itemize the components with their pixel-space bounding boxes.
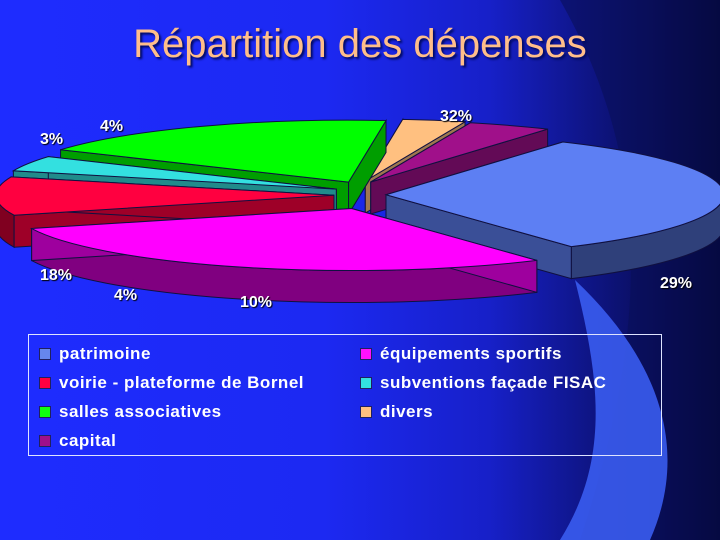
legend-item-equipements-sportifs: équipements sportifs [360, 343, 562, 365]
legend-label: patrimoine [59, 344, 151, 363]
legend-item-subventions: subventions façade FISAC [360, 372, 606, 394]
pct-label-subventions: 4% [114, 287, 138, 304]
pct-label-voirie: 10% [240, 294, 273, 311]
pie-slice-top [0, 176, 335, 216]
legend-swatch-voirie [39, 377, 51, 389]
pct-label-patrimoine: 32% [440, 108, 473, 125]
pct-label-salles-associatives: 18% [40, 267, 73, 284]
pie-slice-top [60, 119, 387, 183]
legend-item-salles-associatives: salles associatives [39, 401, 222, 423]
legend-label: salles associatives [59, 402, 222, 421]
pie-slice-equipements-sportifs [29, 207, 538, 304]
pie-slice-top [11, 156, 337, 190]
legend-item-capital: capital [39, 430, 116, 452]
legend-label: divers [380, 402, 434, 421]
pie-slice-top [370, 122, 548, 183]
legend-swatch-divers [360, 406, 372, 418]
pct-label-capital: 4% [100, 118, 124, 135]
legend-label: subventions façade FISAC [380, 373, 607, 392]
pct-label-equipements-sportifs: 29% [660, 275, 693, 292]
legend-swatch-capital [39, 435, 51, 447]
legend-swatch-subventions [360, 377, 372, 389]
legend-label: équipements sportifs [380, 344, 562, 363]
legend-swatch-equipements-sportifs [360, 348, 372, 360]
legend-item-patrimoine: patrimoine [39, 343, 151, 365]
pie-slice-top [29, 208, 537, 272]
legend-swatch-patrimoine [39, 348, 51, 360]
pie-slice-top [384, 141, 720, 248]
legend-label: capital [59, 431, 117, 450]
slide-title: Répartition des dépenses [133, 22, 587, 66]
legend-label: voirie - plateforme de Bornel [59, 373, 304, 392]
legend-swatch-salles-associatives [39, 406, 51, 418]
pct-label-divers: 3% [40, 131, 64, 148]
legend-item-voirie: voirie - plateforme de Bornel [39, 372, 304, 394]
legend-item-divers: divers [360, 401, 433, 423]
pie-slice-top [364, 118, 467, 182]
chart-legend: patrimoine équipements sportifs voirie -… [28, 334, 662, 456]
